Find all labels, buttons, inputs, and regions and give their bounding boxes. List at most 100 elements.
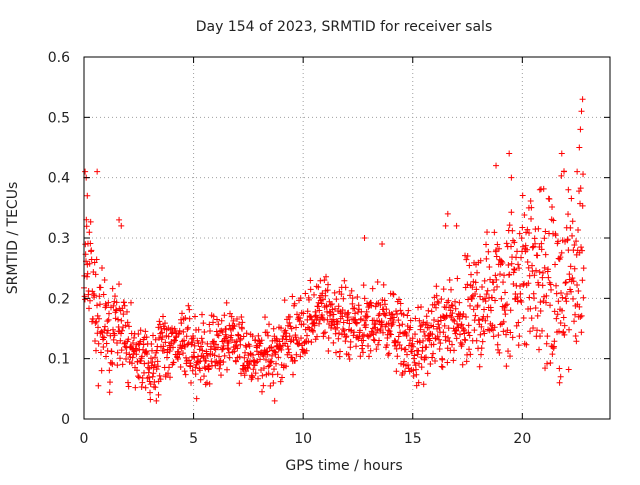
data-point — [285, 346, 292, 353]
data-point — [249, 333, 256, 340]
data-point — [293, 336, 300, 343]
data-point — [87, 218, 94, 225]
data-point — [319, 312, 326, 319]
data-point — [291, 300, 298, 307]
data-point — [323, 303, 330, 310]
data-point — [439, 356, 446, 363]
data-point — [156, 372, 163, 379]
data-point — [492, 272, 499, 279]
data-point — [236, 321, 243, 328]
data-point — [331, 289, 338, 296]
data-point — [270, 325, 277, 332]
data-point — [157, 376, 164, 383]
data-point — [515, 319, 522, 326]
data-point — [84, 273, 91, 280]
data-point — [254, 348, 261, 355]
data-point — [486, 263, 493, 270]
data-point — [126, 351, 133, 358]
data-point — [477, 293, 484, 300]
data-point — [437, 340, 444, 347]
data-point — [519, 192, 526, 199]
data-point — [282, 340, 289, 347]
data-point — [405, 307, 412, 314]
data-point — [303, 347, 310, 354]
data-point — [580, 171, 587, 178]
data-point — [152, 336, 159, 343]
data-point — [330, 311, 337, 318]
data-point — [542, 228, 549, 235]
data-point — [203, 357, 210, 364]
data-point — [185, 302, 192, 309]
data-point — [223, 299, 230, 306]
data-point — [493, 162, 500, 169]
y-tick-label: 0.2 — [48, 291, 70, 307]
data-point — [350, 305, 357, 312]
data-point — [219, 346, 226, 353]
data-point — [286, 333, 293, 340]
data-point — [215, 344, 222, 351]
data-point — [226, 354, 233, 361]
data-point — [531, 272, 538, 279]
data-point — [198, 343, 205, 350]
data-point — [490, 327, 497, 334]
data-point — [282, 327, 289, 334]
data-point — [180, 328, 187, 335]
data-point — [397, 300, 404, 307]
data-point — [379, 241, 386, 248]
data-point — [538, 240, 545, 247]
data-point — [221, 312, 228, 319]
data-point — [225, 339, 232, 346]
data-point — [125, 336, 132, 343]
data-point — [191, 349, 198, 356]
data-point — [383, 306, 390, 313]
data-point — [461, 330, 468, 337]
data-point — [421, 354, 428, 361]
data-point — [345, 351, 352, 358]
data-point — [554, 311, 561, 318]
data-point — [187, 360, 194, 367]
data-point — [506, 271, 513, 278]
data-point — [165, 370, 172, 377]
data-point — [379, 321, 386, 328]
data-point — [333, 349, 340, 356]
data-point — [495, 346, 502, 353]
data-point — [318, 300, 325, 307]
data-point — [316, 320, 323, 327]
data-point — [347, 344, 354, 351]
data-point — [463, 314, 470, 321]
data-point — [169, 329, 176, 336]
x-tick-label: 0 — [80, 431, 89, 447]
data-point — [537, 299, 544, 306]
data-point — [477, 331, 484, 338]
data-point — [502, 311, 509, 318]
data-point — [483, 241, 490, 248]
data-point — [576, 303, 583, 310]
data-point — [122, 343, 129, 350]
data-point — [505, 262, 512, 269]
data-point — [271, 348, 278, 355]
data-point — [339, 313, 346, 320]
data-point — [561, 331, 568, 338]
data-point — [325, 347, 332, 354]
data-point — [93, 318, 100, 325]
data-point — [218, 327, 225, 334]
data-point — [274, 371, 281, 378]
x-tick-label: 10 — [294, 431, 312, 447]
data-point — [534, 312, 541, 319]
data-point — [517, 283, 524, 290]
data-point — [505, 348, 512, 355]
data-point — [123, 349, 130, 356]
data-point — [456, 299, 463, 306]
data-point — [452, 330, 459, 337]
data-point — [323, 273, 330, 280]
data-point — [573, 238, 580, 245]
data-point — [200, 354, 207, 361]
data-point — [264, 329, 271, 336]
data-point — [433, 304, 440, 311]
data-point — [473, 337, 480, 344]
data-point — [94, 302, 101, 309]
data-point — [183, 354, 190, 361]
data-point — [220, 345, 227, 352]
data-point — [124, 319, 131, 326]
data-point — [560, 328, 567, 335]
